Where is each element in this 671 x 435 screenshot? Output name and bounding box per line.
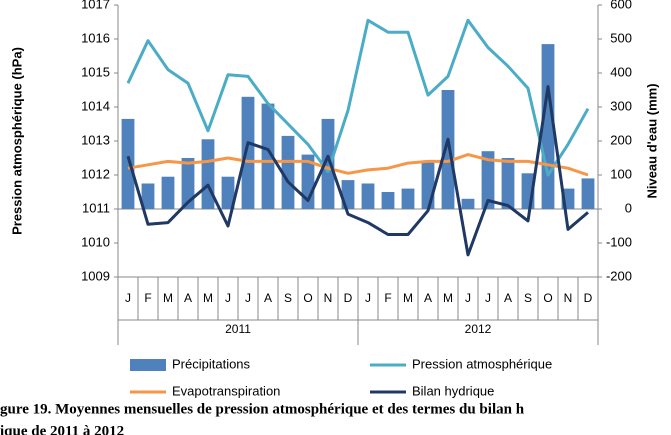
legend-label: Bilan hydrique bbox=[412, 383, 494, 398]
y2-tick-label: 300 bbox=[610, 98, 632, 113]
x-tick-label: A bbox=[184, 291, 192, 305]
x-tick-label: M bbox=[203, 291, 213, 305]
x-tick-label: N bbox=[324, 291, 333, 305]
y-tick-label: 1009 bbox=[81, 268, 110, 283]
year-label: 2012 bbox=[465, 322, 492, 336]
y2-tick-label: 200 bbox=[610, 132, 632, 147]
x-tick-label: M bbox=[443, 291, 453, 305]
x-tick-label: M bbox=[403, 291, 413, 305]
bar bbox=[161, 176, 175, 209]
y2-tick-label: 400 bbox=[610, 64, 632, 79]
y2-axis-title: Niveau d'eau (mm) bbox=[644, 83, 659, 198]
line bbox=[127, 153, 589, 177]
x-tick-label: J bbox=[365, 291, 371, 305]
bar bbox=[241, 96, 255, 209]
y2-tick-label: 500 bbox=[610, 30, 632, 45]
bar bbox=[501, 158, 515, 209]
bar bbox=[401, 188, 415, 209]
bar bbox=[221, 176, 235, 209]
y-tick-label: 1012 bbox=[81, 166, 110, 181]
caption: gure 19. Moyennes mensuelles de pression… bbox=[0, 401, 525, 417]
x-tick-label: A bbox=[504, 291, 512, 305]
x-tick-label: A bbox=[424, 291, 432, 305]
bar bbox=[261, 103, 275, 209]
y-axis-title: Pression atmosphérique (hPa) bbox=[9, 47, 24, 235]
bar bbox=[361, 183, 375, 209]
y-tick-label: 1013 bbox=[81, 132, 110, 147]
bar bbox=[201, 139, 215, 209]
x-tick-label: A bbox=[264, 291, 272, 305]
x-tick-label: J bbox=[465, 291, 471, 305]
x-tick-label: M bbox=[163, 291, 173, 305]
y-tick-label: 1010 bbox=[81, 234, 110, 249]
y-tick-label: 1016 bbox=[81, 30, 110, 45]
y2-tick-label: 0 bbox=[625, 200, 632, 215]
x-tick-label: J bbox=[245, 291, 251, 305]
x-tick-label: J bbox=[225, 291, 231, 305]
x-tick-label: N bbox=[564, 291, 573, 305]
line bbox=[126, 85, 589, 257]
bar bbox=[121, 118, 135, 209]
legend-label: Précipitations bbox=[172, 356, 251, 371]
bar bbox=[381, 192, 395, 209]
x-tick-label: S bbox=[284, 291, 292, 305]
y2-tick-label: -100 bbox=[606, 234, 632, 249]
x-tick-label: O bbox=[303, 291, 312, 305]
y2-tick-label: 100 bbox=[610, 166, 632, 181]
x-tick-label: F bbox=[144, 291, 151, 305]
x-tick-label: J bbox=[125, 291, 131, 305]
legend-label: Evapotranspiration bbox=[172, 383, 280, 398]
caption: ique de 2011 à 2012 bbox=[0, 423, 124, 435]
bar bbox=[461, 198, 475, 209]
line bbox=[126, 18, 590, 177]
y-tick-label: 1017 bbox=[81, 0, 110, 11]
y2-tick-label: -200 bbox=[606, 268, 632, 283]
x-tick-label: F bbox=[384, 291, 391, 305]
bar bbox=[581, 178, 595, 209]
year-label: 2011 bbox=[225, 322, 251, 336]
y-tick-label: 1014 bbox=[81, 98, 110, 113]
x-tick-label: O bbox=[543, 291, 552, 305]
y-tick-label: 1015 bbox=[81, 64, 110, 79]
x-tick-label: J bbox=[485, 291, 491, 305]
x-tick-label: D bbox=[584, 291, 593, 305]
legend-label: Pression atmosphérique bbox=[412, 356, 552, 371]
bar bbox=[441, 90, 455, 209]
x-tick-label: D bbox=[344, 291, 353, 305]
legend-swatch bbox=[130, 359, 166, 371]
y2-tick-label: 600 bbox=[610, 0, 632, 11]
bar bbox=[421, 161, 435, 209]
y-tick-label: 1011 bbox=[82, 200, 110, 215]
bar bbox=[141, 183, 155, 209]
bar bbox=[481, 151, 495, 209]
bar bbox=[281, 135, 295, 209]
bar bbox=[321, 118, 335, 209]
bar bbox=[181, 158, 195, 209]
x-tick-label: S bbox=[524, 291, 532, 305]
